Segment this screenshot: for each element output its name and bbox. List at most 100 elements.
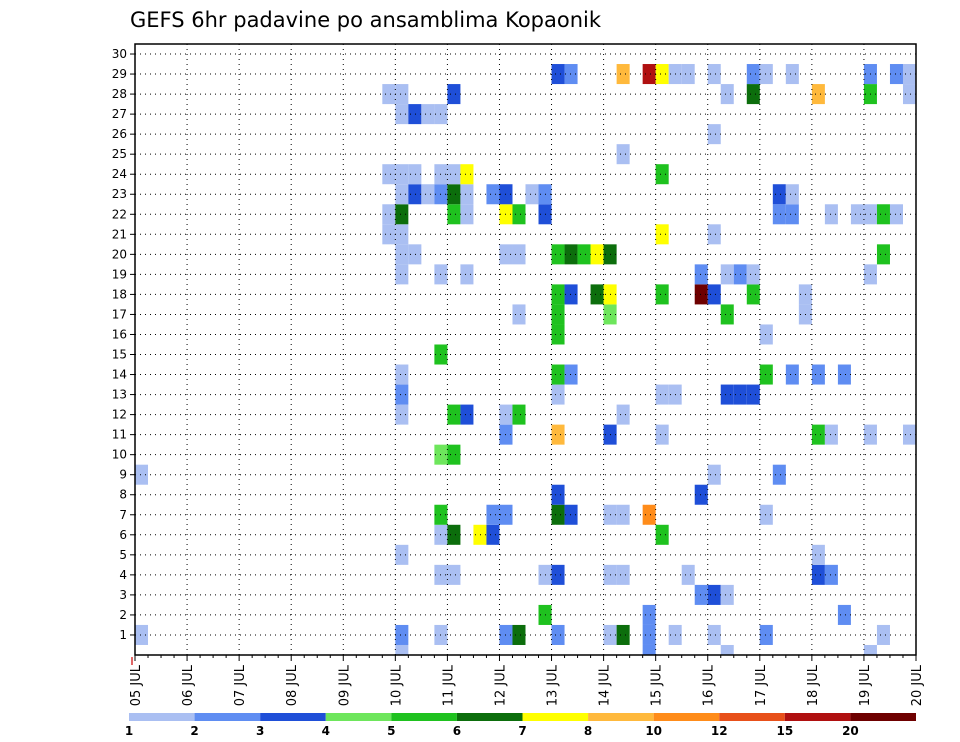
y-tick-label: 12 — [112, 408, 127, 422]
heatmap-cell — [759, 324, 773, 345]
y-tick-label: 18 — [112, 287, 127, 301]
heatmap-cell — [837, 604, 851, 625]
heatmap-cell — [772, 184, 786, 205]
heatmap-cell — [395, 204, 409, 225]
y-tick-label: 22 — [112, 207, 127, 221]
y-tick-label: 28 — [112, 87, 127, 101]
x-tick-labels: 05 JUL 06 JUL 07 JUL 08 JUL 09 JUL 10 JUL 11 J… — [129, 664, 925, 706]
heatmap-cell — [642, 624, 656, 645]
heatmap-cell — [759, 624, 773, 645]
heatmap-cell — [447, 524, 461, 545]
x-tick-label: 13 JUL — [546, 664, 561, 706]
y-tick-label: 14 — [112, 368, 127, 382]
heatmap-cell — [551, 244, 565, 265]
heatmap-cell — [746, 264, 760, 285]
heatmap-cell — [746, 84, 760, 105]
heatmap-cell — [382, 164, 396, 185]
heatmap-cell — [720, 84, 734, 105]
y-tick-label: 21 — [112, 227, 127, 241]
y-tick-label: 20 — [112, 247, 127, 261]
x-tick-label: 10 JUL — [389, 664, 404, 706]
heatmap-cell — [681, 564, 695, 585]
legend-swatch — [719, 713, 785, 721]
heatmap-cell — [642, 604, 656, 625]
heatmap-cell — [642, 504, 656, 525]
y-tick-label: 3 — [119, 588, 127, 602]
legend-label: 8 — [584, 724, 592, 738]
y-tick-label: 29 — [112, 67, 127, 81]
heatmap-cell — [655, 384, 669, 405]
x-tick-label: 16 JUL — [702, 664, 717, 706]
heatmap-cell — [837, 364, 851, 385]
heatmap-cell — [395, 644, 409, 655]
heatmap-cell — [876, 624, 890, 645]
x-tick-label: 08 JUL — [285, 664, 300, 706]
heatmap-cell — [551, 364, 565, 385]
legend-swatch — [325, 713, 392, 721]
heatmap-cell — [551, 284, 565, 305]
heatmap-cell — [902, 84, 916, 105]
legend-label: 1 — [125, 724, 133, 738]
heatmap-cell — [408, 104, 422, 125]
heatmap-cell — [902, 424, 916, 445]
heatmap-cell — [551, 304, 565, 325]
heatmap-cell — [551, 324, 565, 345]
heatmap-cell — [395, 544, 409, 565]
heatmap-cell — [720, 644, 734, 655]
heatmap-cell — [811, 364, 825, 385]
heatmap-cell — [759, 64, 773, 85]
heatmap-cell — [707, 64, 721, 85]
heatmap-cell — [460, 264, 474, 285]
y-tick-label: 7 — [119, 508, 127, 522]
heatmap-cell — [577, 244, 591, 265]
y-tick-label: 19 — [112, 267, 127, 281]
legend-label: 7 — [518, 724, 526, 738]
heatmap-cell — [616, 564, 630, 585]
y-tick-label: 23 — [112, 187, 127, 201]
heatmap-cell — [382, 204, 396, 225]
heatmap-cell — [811, 84, 825, 105]
heatmap-cell — [395, 224, 409, 245]
heatmap-cell — [408, 164, 422, 185]
heatmap-cell — [551, 564, 565, 585]
legend: 1 2 3 4 5 6 7 8 10 12 15 20 — [125, 713, 916, 738]
grid-layer — [135, 44, 916, 655]
legend-label: 5 — [387, 724, 395, 738]
heatmap-cell — [876, 244, 890, 265]
legend-label: 20 — [842, 724, 859, 738]
heatmap-cell — [655, 284, 669, 305]
heatmap-cell — [590, 284, 604, 305]
heatmap-cell — [512, 204, 526, 225]
cells-layer — [135, 64, 916, 655]
legend-swatch — [850, 713, 916, 721]
heatmap-cell — [655, 424, 669, 445]
heatmap-cell — [447, 404, 461, 425]
x-tick-label: 14 JUL — [598, 664, 613, 706]
y-tick-labels: 1234567891011121314151617181920212223242… — [112, 47, 127, 642]
x-tick-label: 11 JUL — [441, 664, 456, 706]
heatmap-cell — [720, 584, 734, 605]
legend-label: 3 — [256, 724, 264, 738]
heatmap-cell — [135, 464, 149, 485]
y-tick-label: 30 — [112, 47, 127, 61]
heatmap-cell — [395, 384, 409, 405]
heatmap-cell — [447, 84, 461, 105]
legend-label: 4 — [322, 724, 330, 738]
legend-label: 6 — [453, 724, 461, 738]
heatmap-cell — [395, 244, 409, 265]
legend-swatch — [194, 713, 261, 721]
x-tick-label: 18 JUL — [806, 664, 821, 706]
heatmap-cell — [746, 384, 760, 405]
heatmap-cell — [707, 284, 721, 305]
legend-swatch — [588, 713, 654, 721]
heatmap-cell — [707, 124, 721, 145]
y-tick-label: 1 — [119, 628, 127, 642]
legend-label: 10 — [645, 724, 662, 738]
heatmap-cell — [525, 184, 539, 205]
heatmap-cell — [694, 264, 708, 285]
heatmap-cell — [395, 404, 409, 425]
heatmap-cell — [447, 204, 461, 225]
heatmap-cell — [655, 224, 669, 245]
heatmap-cell — [395, 264, 409, 285]
heatmap-cell — [421, 184, 435, 205]
